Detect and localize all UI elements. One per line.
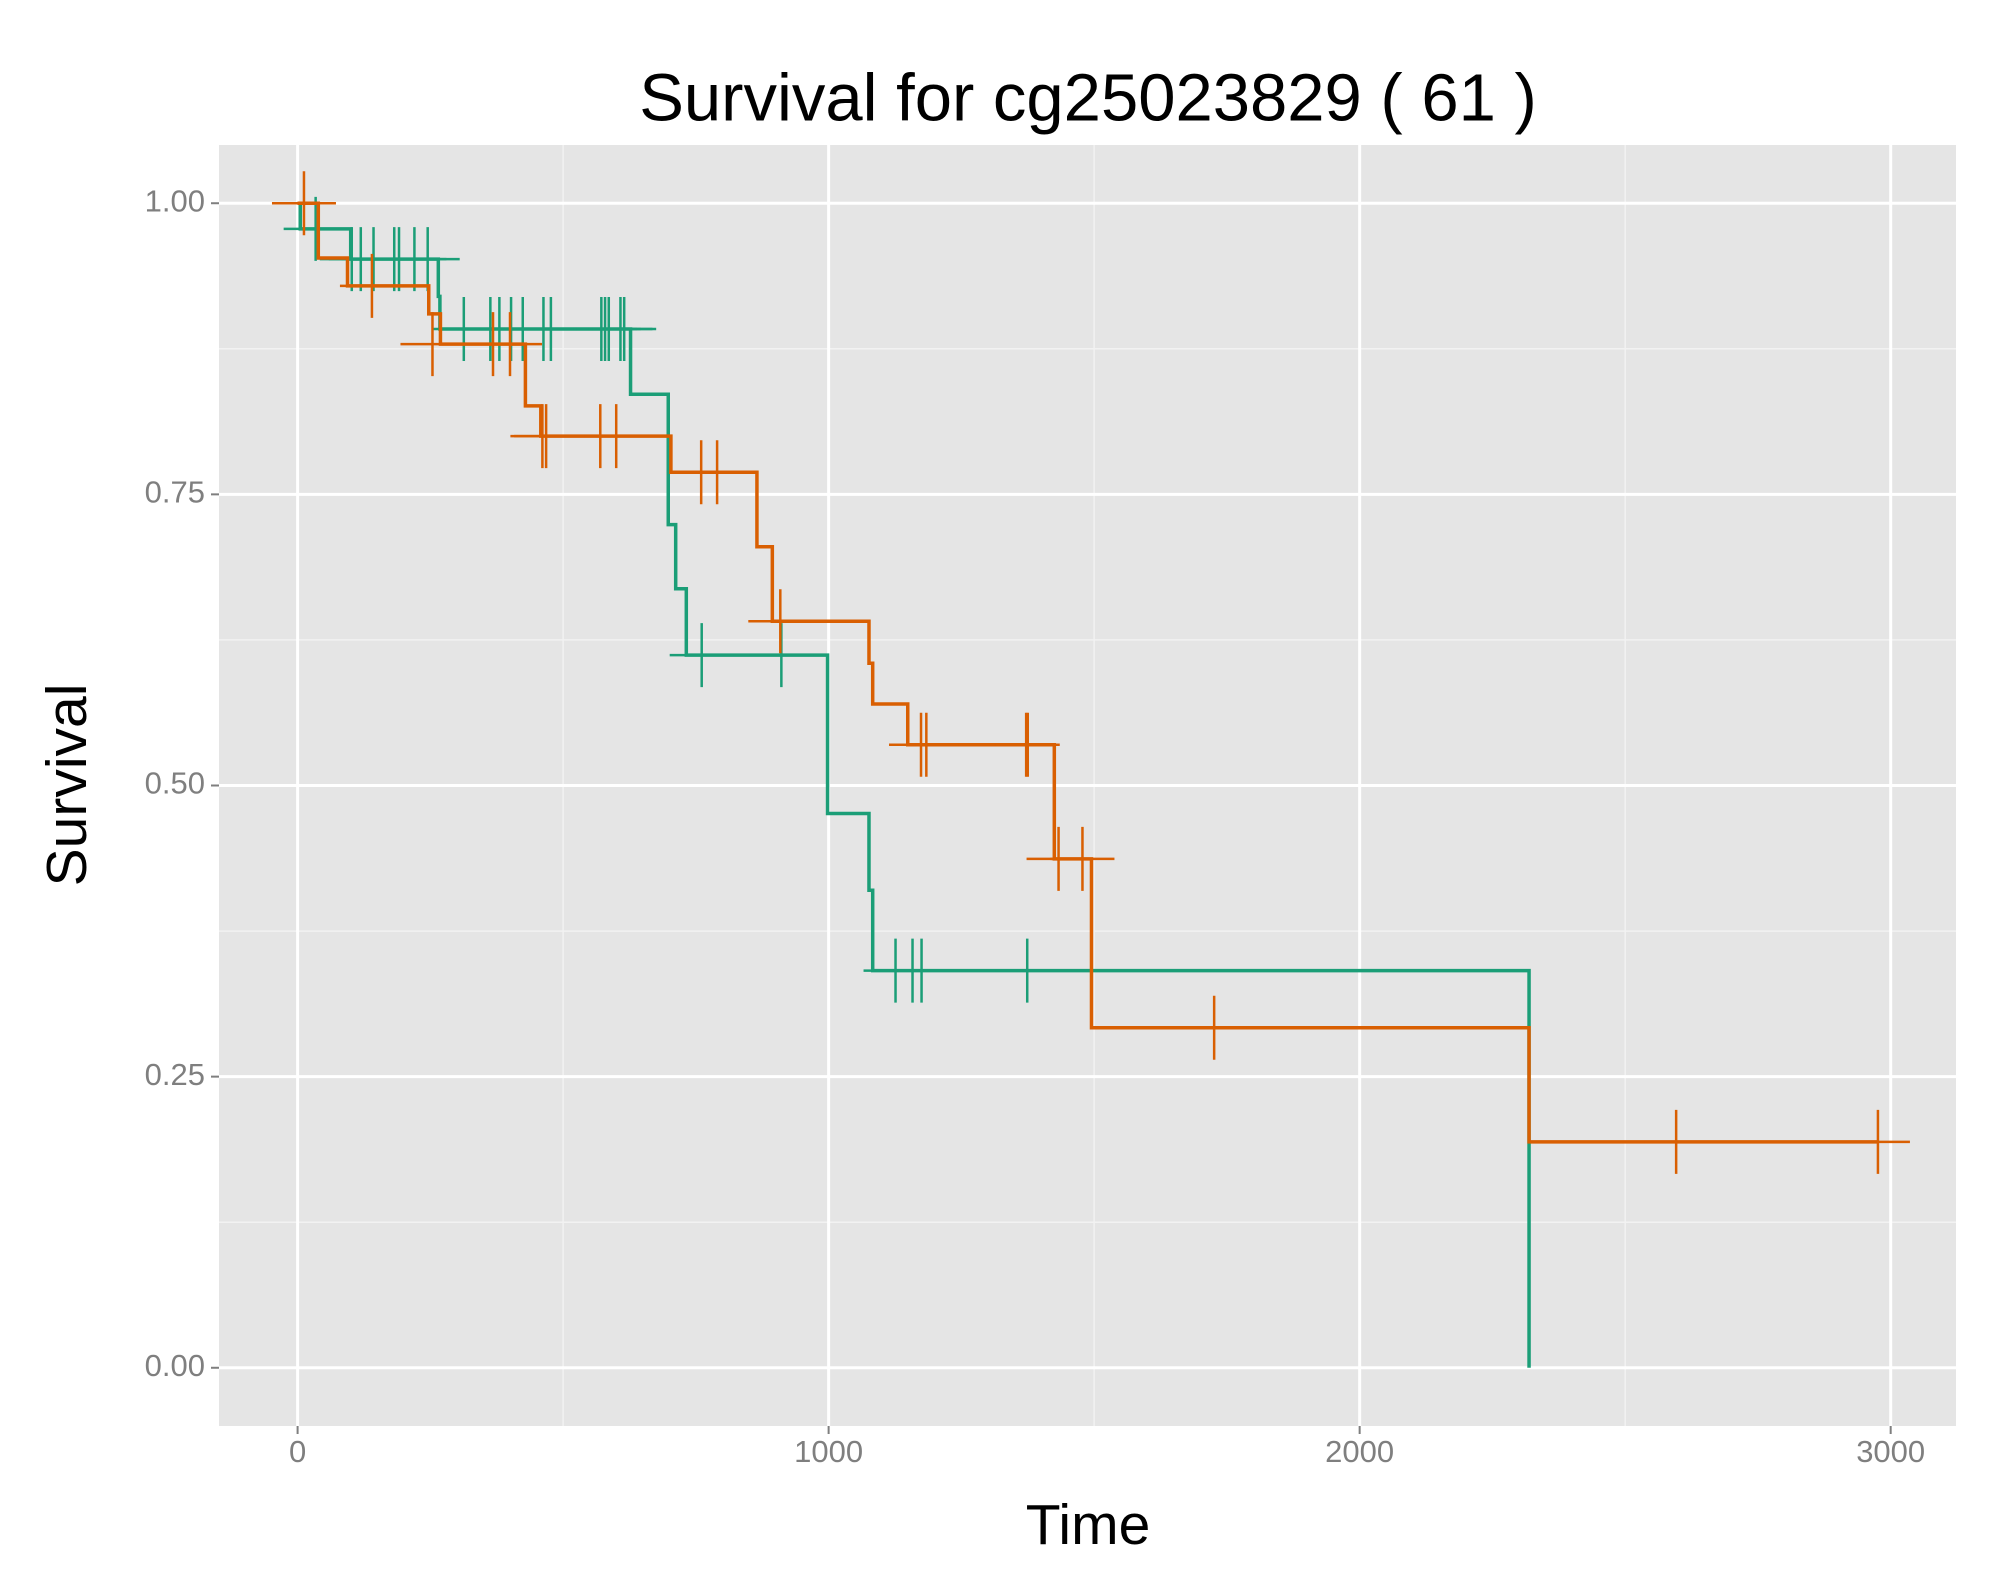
censor-mark (584, 404, 649, 469)
censor-mark (995, 938, 1060, 1003)
x-tick-label: 1000 (794, 1434, 863, 1469)
chart-title: Survival for cg25023829 ( 61 ) (639, 61, 1537, 136)
censor-mark (1050, 826, 1115, 891)
censor-mark (395, 227, 460, 292)
y-tick-label: 0.75 (145, 475, 205, 510)
censor-mark (478, 312, 543, 377)
censor-mark (889, 938, 954, 1003)
censor-mark (894, 712, 959, 777)
x-tick-label: 2000 (1325, 1434, 1394, 1469)
y-axis-title: Survival (35, 684, 99, 887)
censor-mark (514, 404, 579, 469)
survival-curve (297, 201, 1878, 1144)
y-tick-label: 0.00 (145, 1348, 205, 1383)
censor-mark (271, 171, 336, 236)
censor-mark (1644, 1109, 1709, 1174)
censor-mark (339, 253, 404, 318)
y-tick-label: 0.25 (145, 1057, 205, 1092)
x-tick-label: 0 (289, 1434, 306, 1469)
x-axis-title: Time (1026, 1493, 1151, 1557)
y-tick-label: 1.00 (145, 183, 205, 218)
censor-mark (400, 312, 465, 377)
censor-mark (685, 440, 750, 505)
y-tick-label: 0.50 (145, 766, 205, 801)
censor-mark (592, 296, 657, 361)
x-tick-label: 3000 (1856, 1434, 1925, 1469)
censor-mark (995, 712, 1060, 777)
censor-mark (669, 623, 734, 688)
censor-mark (1845, 1109, 1910, 1174)
censor-mark (283, 196, 348, 261)
censor-mark (748, 589, 813, 654)
censor-mark (1182, 995, 1247, 1060)
